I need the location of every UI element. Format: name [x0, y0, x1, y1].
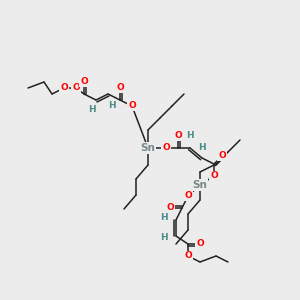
Text: O: O	[60, 83, 68, 92]
Text: H: H	[198, 143, 206, 152]
Text: Sn: Sn	[193, 180, 207, 190]
Text: H: H	[160, 233, 168, 242]
Text: Sn: Sn	[141, 143, 155, 153]
Text: O: O	[128, 101, 136, 110]
Text: O: O	[184, 251, 192, 260]
Text: H: H	[88, 106, 96, 115]
Text: O: O	[72, 83, 80, 92]
Text: O: O	[116, 83, 124, 92]
Text: O: O	[218, 152, 226, 160]
Text: O: O	[166, 203, 174, 212]
Text: O: O	[196, 239, 204, 248]
Text: O: O	[162, 143, 170, 152]
Text: H: H	[186, 131, 194, 140]
Text: H: H	[108, 101, 116, 110]
Text: O: O	[210, 172, 218, 181]
Text: O: O	[174, 131, 182, 140]
Text: O: O	[184, 191, 192, 200]
Text: H: H	[160, 214, 168, 223]
Text: O: O	[80, 77, 88, 86]
